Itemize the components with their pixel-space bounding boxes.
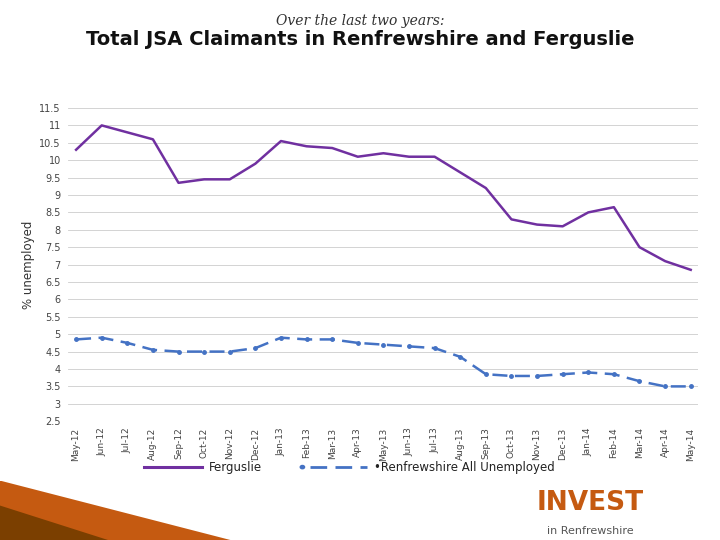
- Text: •Renfrewshire All Unemployed: •Renfrewshire All Unemployed: [374, 461, 555, 474]
- Text: in Renfrewshire: in Renfrewshire: [547, 526, 634, 536]
- Text: Total JSA Claimants in Renfrewshire and Ferguslie: Total JSA Claimants in Renfrewshire and …: [86, 30, 634, 49]
- Text: Over the last two years:: Over the last two years:: [276, 14, 444, 28]
- Polygon shape: [0, 481, 230, 540]
- Text: INVEST: INVEST: [537, 490, 644, 516]
- Text: Ferguslie: Ferguslie: [209, 461, 262, 474]
- Polygon shape: [0, 505, 108, 540]
- Y-axis label: % unemployed: % unemployed: [22, 220, 35, 309]
